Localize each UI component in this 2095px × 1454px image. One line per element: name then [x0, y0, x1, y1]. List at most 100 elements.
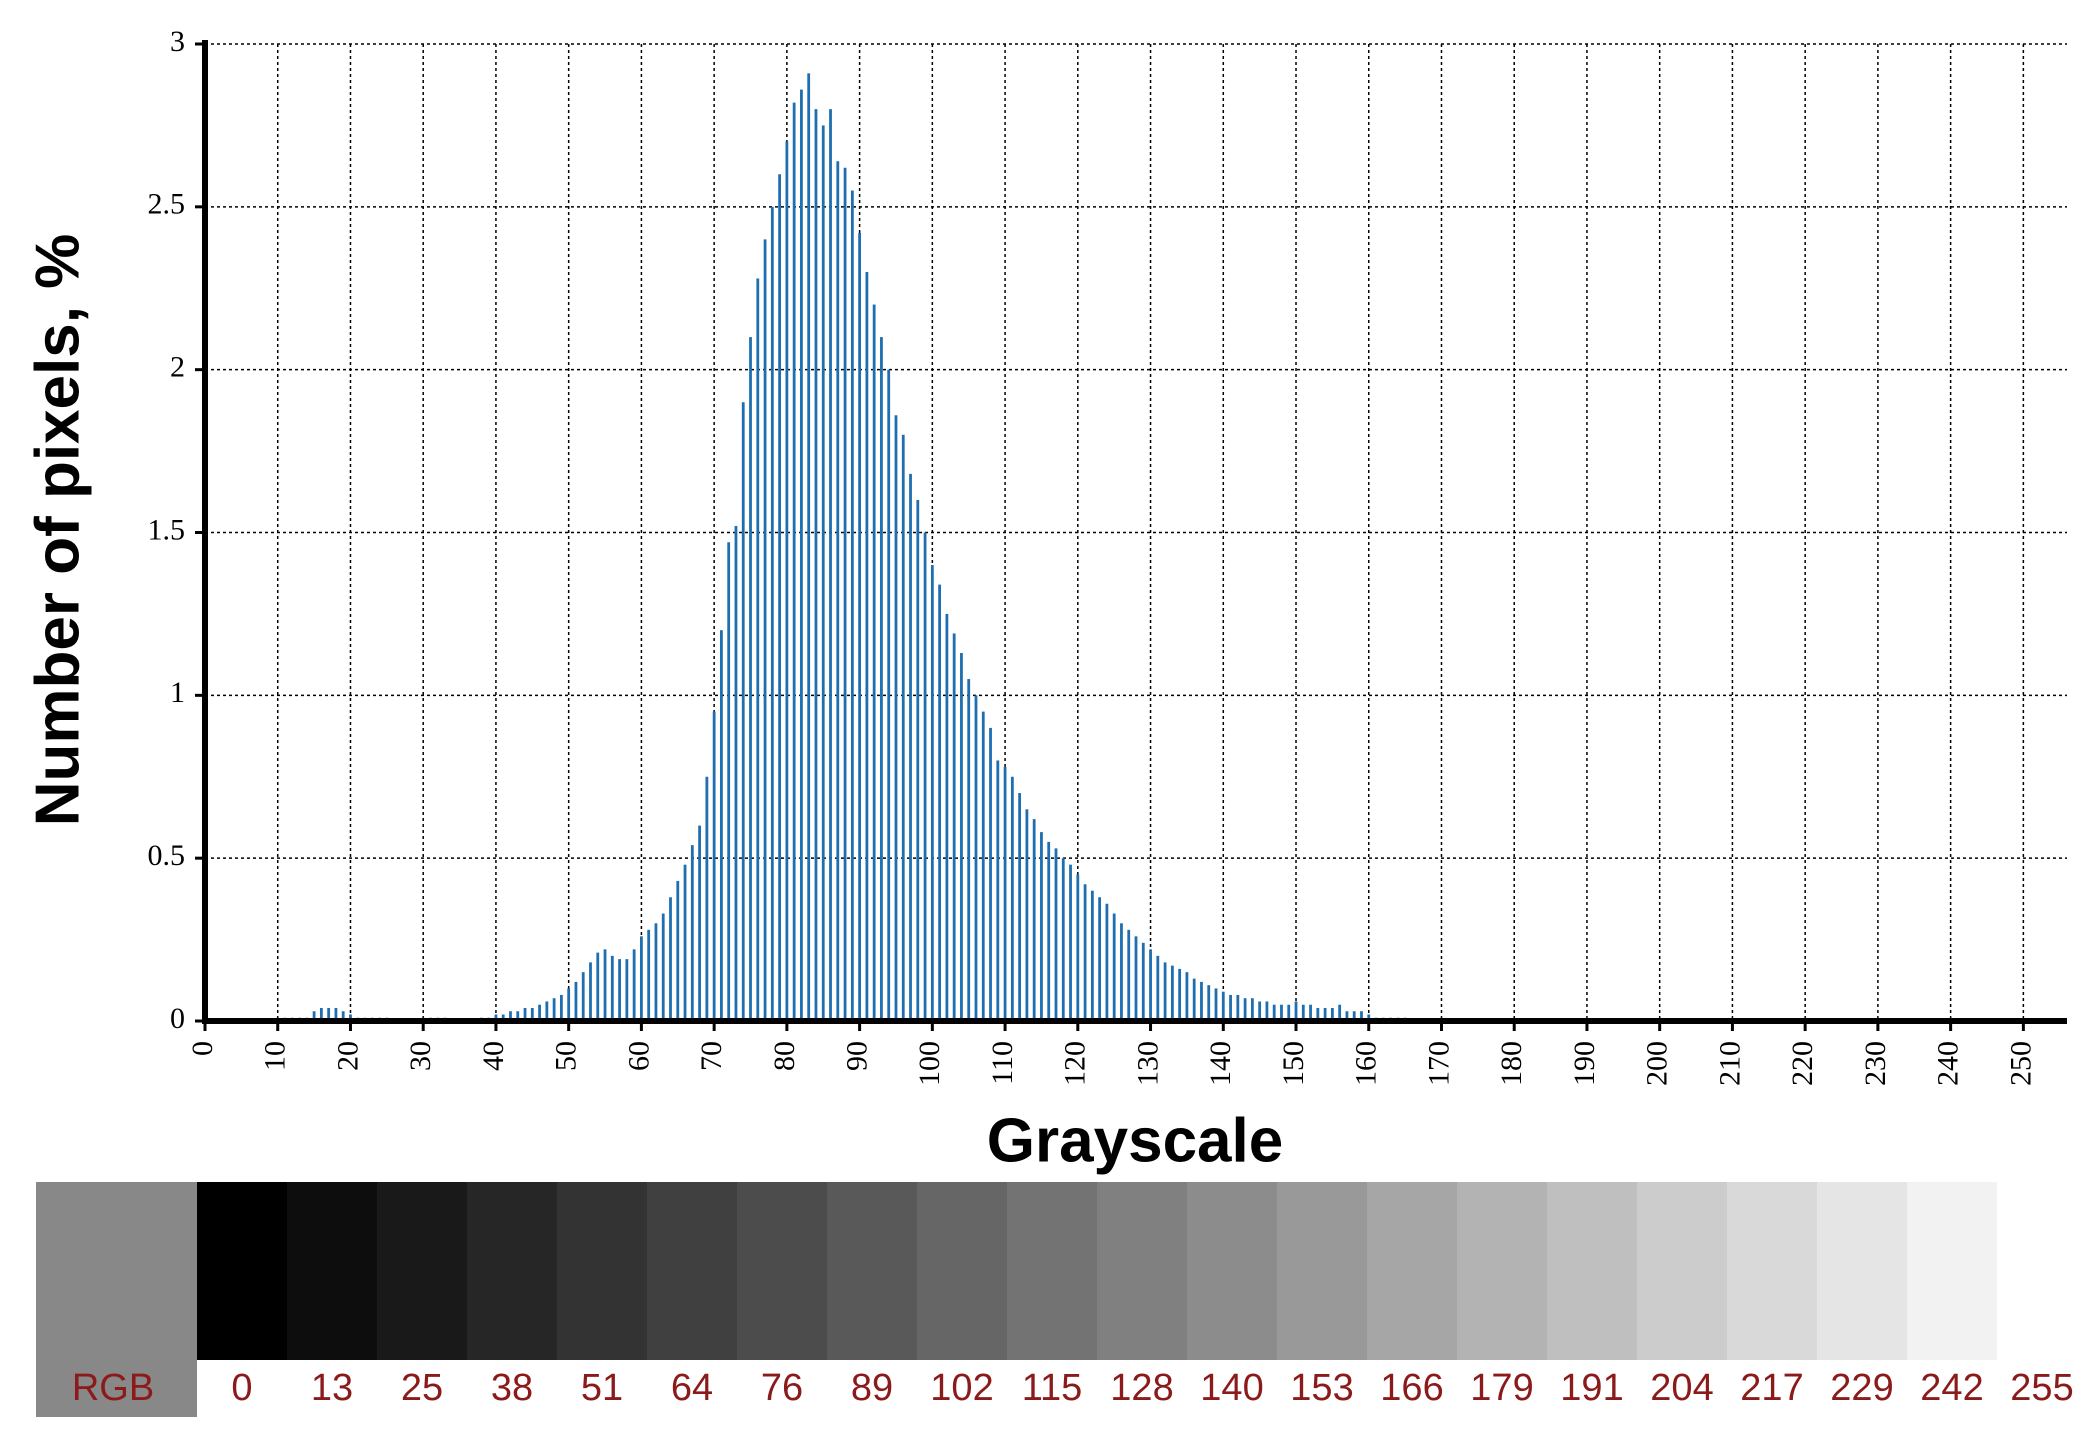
bar: [1265, 1001, 1269, 1021]
bar: [1323, 1007, 1327, 1021]
bar: [821, 125, 825, 1021]
gray-swatch: [557, 1182, 648, 1360]
y-tick-label: 1: [170, 676, 185, 709]
x-tick-label: 210: [1713, 1041, 1746, 1086]
x-tick-label: 140: [1204, 1041, 1237, 1086]
bar: [734, 525, 738, 1021]
gray-value-label: 13: [311, 1367, 353, 1409]
bar: [654, 923, 658, 1021]
bar: [1003, 766, 1007, 1021]
bar: [1207, 985, 1211, 1021]
bar: [814, 109, 818, 1022]
bar: [341, 1011, 345, 1021]
gray-swatch: [1277, 1182, 1368, 1360]
bar: [705, 776, 709, 1021]
gray-swatch: [1007, 1182, 1098, 1360]
bar: [509, 1011, 512, 1021]
bar: [989, 727, 992, 1021]
bar: [974, 695, 978, 1021]
gray-swatch: [647, 1182, 738, 1360]
gray-value-label: 89: [851, 1367, 893, 1409]
bar: [770, 206, 774, 1022]
bar: [741, 402, 745, 1021]
gray-value-label: 179: [1470, 1367, 1533, 1409]
bar: [1018, 793, 1022, 1021]
bar: [785, 141, 789, 1021]
bar: [538, 1004, 541, 1021]
bar: [1258, 1001, 1262, 1021]
bar: [1047, 841, 1051, 1021]
x-tick-label: 240: [1932, 1041, 1965, 1086]
bar: [901, 434, 905, 1021]
x-tick-label: 170: [1422, 1041, 1455, 1086]
bar: [1185, 972, 1189, 1021]
bar: [1229, 994, 1232, 1021]
x-tick-label: 200: [1641, 1041, 1674, 1086]
bar: [1156, 955, 1160, 1021]
bar: [516, 1011, 520, 1021]
x-tick-label: 50: [550, 1041, 583, 1071]
gray-value-label: 255: [2010, 1367, 2073, 1409]
bar: [632, 949, 636, 1021]
x-tick-label: 190: [1568, 1041, 1601, 1086]
gray-swatch: [467, 1182, 558, 1360]
bar: [1221, 991, 1225, 1021]
gray-swatch: [1907, 1182, 1998, 1360]
gray-value-label: 140: [1200, 1367, 1263, 1409]
bar: [319, 1007, 323, 1021]
x-tick-label: 130: [1131, 1041, 1164, 1086]
bar: [676, 880, 680, 1021]
bar: [501, 1014, 505, 1021]
bar: [1149, 949, 1152, 1021]
y-axis-title: Number of pixels, %: [23, 234, 92, 827]
bar: [1127, 929, 1131, 1021]
gray-value-label: 217: [1740, 1367, 1803, 1409]
y-tick-label: 3: [170, 25, 185, 58]
x-tick-label: 110: [986, 1041, 1019, 1085]
gray-value-label: 128: [1110, 1367, 1173, 1409]
bar: [1316, 1007, 1320, 1021]
gray-value-label: 166: [1380, 1367, 1443, 1409]
bar: [800, 89, 803, 1022]
x-tick-label: 220: [1786, 1041, 1819, 1086]
bar: [727, 542, 731, 1021]
bar: [1069, 864, 1072, 1021]
bar: [894, 415, 898, 1021]
strip-label: RGB: [72, 1367, 154, 1409]
bar: [996, 760, 1000, 1021]
x-tick-label: 80: [768, 1041, 801, 1071]
bar: [1032, 819, 1036, 1021]
bar: [916, 499, 920, 1021]
x-tick-label: 90: [841, 1041, 874, 1071]
bar: [1090, 890, 1094, 1021]
bar: [1098, 897, 1102, 1021]
bar: [1294, 1001, 1298, 1021]
bar: [698, 825, 701, 1021]
bar: [1330, 1007, 1334, 1021]
strip-label-block: [36, 1182, 197, 1417]
bar: [1192, 978, 1196, 1021]
bar: [792, 102, 796, 1022]
bar: [669, 897, 672, 1021]
bar: [581, 972, 585, 1021]
bar: [1338, 1004, 1342, 1021]
bar: [640, 936, 643, 1021]
gray-value-label: 153: [1290, 1367, 1353, 1409]
bar: [1352, 1011, 1356, 1021]
bar: [1054, 848, 1058, 1021]
bar: [610, 955, 614, 1021]
bar: [494, 1014, 498, 1021]
gray-value-label: 64: [671, 1367, 713, 1409]
bar: [1141, 942, 1145, 1021]
bar: [1345, 1011, 1349, 1021]
gray-value-label: 102: [930, 1367, 993, 1409]
bar: [880, 337, 883, 1022]
bar: [763, 239, 767, 1021]
bar: [836, 161, 840, 1022]
gray-value-label: 204: [1650, 1367, 1713, 1409]
gray-swatch: [1997, 1182, 2088, 1360]
bar: [1287, 1004, 1291, 1021]
bar: [829, 109, 832, 1022]
